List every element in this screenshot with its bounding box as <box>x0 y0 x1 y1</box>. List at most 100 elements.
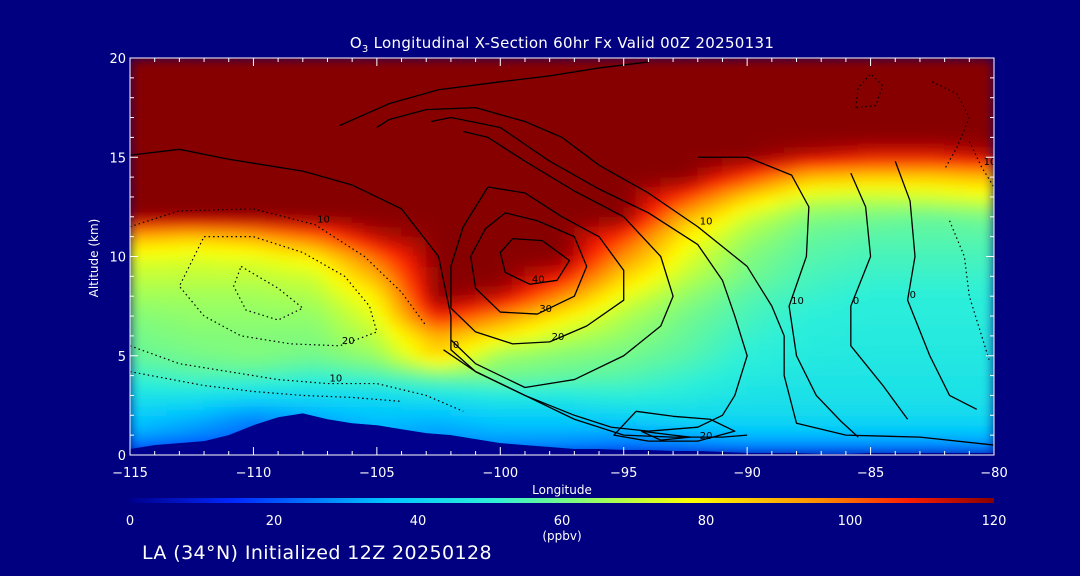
field-cell <box>425 305 440 317</box>
field-cell <box>487 97 501 109</box>
field-cell <box>857 285 872 297</box>
field-cell <box>191 146 205 158</box>
field-cell <box>944 97 958 109</box>
field-cell <box>870 325 884 337</box>
field-cell <box>462 275 477 287</box>
contour-line <box>499 237 571 285</box>
field-cell <box>919 246 933 257</box>
field-cell <box>746 107 760 119</box>
field-cell <box>586 375 600 387</box>
field-cell <box>228 107 242 119</box>
field-cell <box>425 216 440 228</box>
field-cell <box>277 206 291 218</box>
field-cell <box>573 285 588 297</box>
field-cell <box>376 335 390 347</box>
field-cell <box>697 265 711 277</box>
field-cell <box>635 414 649 426</box>
field-cell <box>968 315 983 327</box>
field-cell <box>573 265 588 277</box>
field-cell <box>931 236 946 248</box>
field-cell <box>968 176 983 188</box>
field-cell <box>672 58 686 69</box>
field-cell <box>240 126 254 138</box>
field-cell <box>968 424 983 436</box>
field-cell <box>302 246 316 257</box>
field-cell <box>191 424 205 436</box>
field-cell <box>857 176 872 188</box>
field-cell <box>919 146 933 158</box>
field-cell <box>252 375 267 387</box>
field-cell <box>475 394 489 406</box>
field-cell <box>499 305 514 317</box>
field-cell <box>882 166 896 178</box>
field-cell <box>549 256 563 267</box>
field-cell <box>573 335 588 347</box>
field-cell <box>166 166 180 178</box>
field-cell <box>721 117 736 128</box>
field-cell <box>833 206 847 218</box>
field-cell <box>178 275 193 287</box>
field-cell <box>203 305 217 317</box>
field-cell <box>438 196 452 208</box>
field-cell <box>647 335 662 347</box>
field-cell <box>573 126 588 138</box>
field-cell <box>721 97 736 109</box>
field-cell <box>919 186 933 198</box>
field-cell <box>277 285 291 297</box>
field-cell <box>598 58 612 69</box>
field-cell <box>758 126 773 138</box>
field-cell <box>388 375 403 387</box>
field-cell <box>536 434 551 446</box>
field-cell <box>549 424 563 436</box>
field-cell <box>438 295 452 307</box>
field-cell <box>388 295 403 307</box>
field-cell <box>512 385 526 396</box>
field-cell <box>721 156 736 168</box>
field-cell <box>721 345 736 357</box>
field-cell <box>573 375 588 387</box>
field-cell <box>425 107 440 119</box>
field-cell <box>647 365 662 377</box>
field-cell <box>166 375 180 387</box>
field-cell <box>771 58 785 69</box>
field-cell <box>771 77 785 89</box>
field-cell <box>252 67 267 79</box>
field-cell <box>672 226 686 238</box>
field-cell <box>833 335 847 347</box>
field-cell <box>598 107 612 119</box>
field-cell <box>487 434 501 446</box>
field-cell <box>351 186 366 198</box>
field-cell <box>919 315 933 327</box>
field-cell <box>610 216 625 228</box>
field-cell <box>364 136 378 148</box>
field-cell <box>154 315 168 327</box>
field-cell <box>746 404 760 416</box>
field-cell <box>771 206 785 218</box>
field-cell <box>438 126 452 138</box>
field-cell <box>425 325 440 337</box>
field-cell <box>919 444 933 455</box>
field-cell <box>944 404 958 416</box>
field-cell <box>326 315 341 327</box>
field-cell <box>919 216 933 228</box>
field-cell <box>438 305 452 317</box>
field-cell <box>771 275 785 287</box>
field-cell <box>302 136 316 148</box>
field-cell <box>783 166 798 178</box>
field-cell <box>499 365 514 377</box>
field-cell <box>746 256 760 267</box>
field-cell <box>240 275 254 287</box>
field-cell <box>339 136 353 148</box>
field-cell <box>178 365 193 377</box>
field-cell <box>425 404 440 416</box>
field-cell <box>808 414 822 426</box>
field-cell <box>450 126 464 138</box>
field-cell <box>154 166 168 178</box>
field-cell <box>944 335 958 347</box>
field-cell <box>968 236 983 248</box>
field-cell <box>944 87 958 99</box>
field-cell <box>326 355 341 367</box>
field-cell <box>857 126 872 138</box>
field-cell <box>610 97 625 109</box>
field-cell <box>561 434 575 446</box>
